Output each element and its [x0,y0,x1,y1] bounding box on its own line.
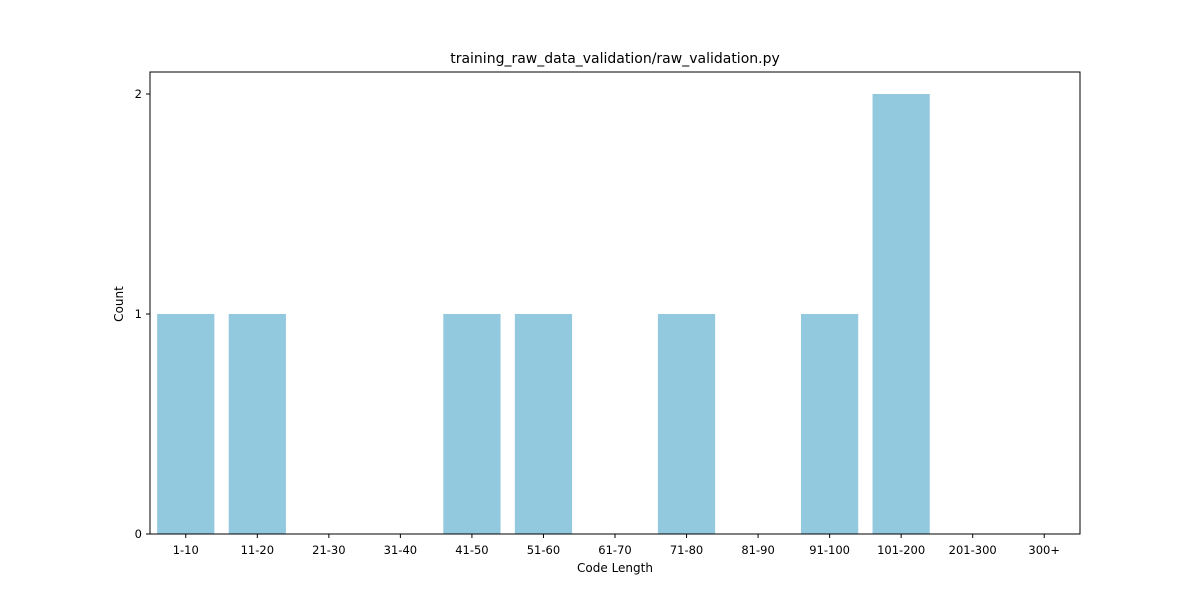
y-tick-label: 2 [135,87,142,101]
x-tick-label: 1-10 [173,543,199,557]
x-tick-label: 61-70 [598,543,631,557]
bar-101-200 [872,94,930,534]
plot-frame [149,71,1081,535]
x-tick-label: 81-90 [741,543,774,557]
bar-71-80 [657,314,716,534]
x-tick-label: 201-300 [949,543,997,557]
x-tick-label: 300+ [1028,543,1060,557]
bars-group [157,94,930,534]
y-tick-label: 0 [135,527,142,541]
y-axis-label: Count [112,286,126,322]
chart-title: training_raw_data_validation/raw_validat… [450,51,780,67]
x-tick-label: 71-80 [670,543,703,557]
x-tick-label: 11-20 [241,543,274,557]
x-tick-label: 31-40 [384,543,417,557]
x-tick-label: 91-100 [809,543,850,557]
y-axis-ticks: 0 1 2 [135,87,150,541]
x-tick-label: 101-200 [877,543,925,557]
bar-41-50 [443,314,501,534]
bar-51-60 [514,314,573,534]
bar-91-100 [801,314,859,534]
x-tick-label: 41-50 [455,543,488,557]
bar-1-10 [157,314,215,534]
x-axis-ticks: 1-10 11-20 21-30 31-40 41-50 51-60 61-70 71-80 8… [173,534,1060,557]
x-axis-label: Code Length [577,561,653,575]
x-tick-label: 21-30 [312,543,345,557]
x-tick-label: 51-60 [527,543,560,557]
y-tick-label: 1 [135,307,142,321]
bar-11-20 [228,314,286,534]
